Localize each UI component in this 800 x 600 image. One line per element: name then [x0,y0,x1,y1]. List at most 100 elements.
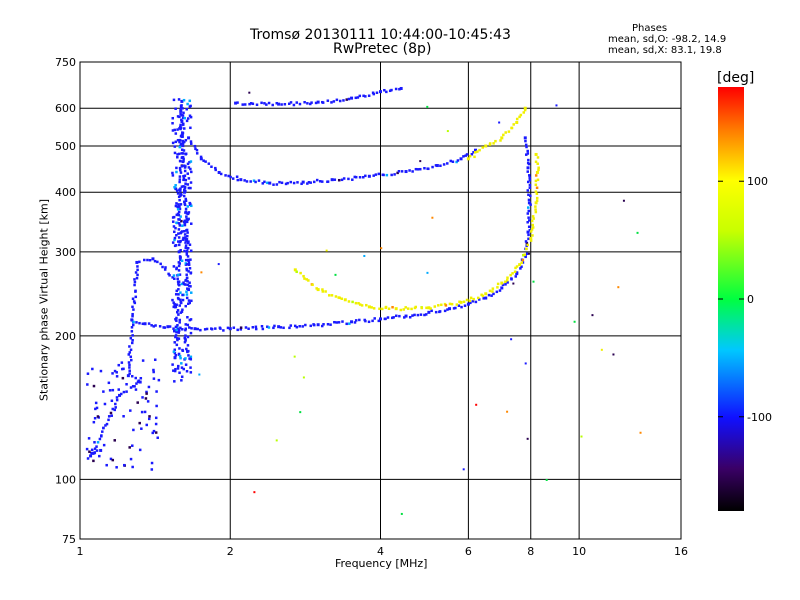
spread-echo-dot [189,160,193,163]
spread-echo-dot [189,167,192,171]
trace-dot [382,173,385,177]
trace-dot [185,253,189,256]
spread-echo-dot [185,239,188,243]
trace-dot [163,326,167,329]
spread-echo-dot [183,222,186,226]
trace-dot [393,173,396,176]
trace-dot [249,102,253,105]
trace-dot [131,314,134,318]
spread-echo-dot [184,246,187,250]
trace-dot [491,287,495,290]
spread-echo-dot [171,171,174,175]
spread-echo-dot [105,463,108,467]
spread-echo-dot [92,384,96,388]
trace-dot [179,168,182,172]
trace-dot [531,215,535,218]
spread-echo-dot [121,376,125,380]
trace-dot [257,179,261,182]
trace-dot [131,323,135,327]
spread-echo-dot [94,407,97,411]
trace-dot [172,327,175,330]
trace-dot [386,316,390,319]
spread-echo-dot [185,212,189,215]
spread-echo-dot [184,258,188,262]
trace-dot [434,310,438,314]
data-point [367,305,371,309]
noise-dot [400,512,403,515]
trace-dot [184,327,188,331]
trace-dot [320,324,324,328]
trace-dot [148,258,152,262]
trace-dot [114,402,117,406]
noise-dot [555,104,558,107]
trace-dot [455,303,459,306]
trace-dot [444,304,448,307]
y-tick-labels: 75 100 200 300 400 500 600 750 [55,56,76,546]
spread-echo-dot [172,265,176,268]
data-point [177,250,181,254]
trace-dot [132,308,135,311]
trace-dot [351,300,354,304]
trace-dot [131,297,135,301]
trace-dot [468,299,472,303]
spread-echo-dot [179,356,182,360]
trace-dot [511,272,514,275]
trace-dot [138,321,141,325]
trace-dot [358,94,362,98]
trace-dot [501,283,505,287]
spread-echo-dot [184,334,187,337]
trace-dot [523,253,526,256]
spread-echo-dot [173,380,176,383]
trace-dot [296,181,299,184]
spread-echo-dot [115,466,118,469]
spread-echo-dot [182,281,185,284]
trace-dot [416,168,420,171]
data-point [379,317,382,321]
trace-dot [175,343,179,347]
trace-dot [266,181,269,185]
trace-dot [133,301,137,305]
trace-dot [239,326,243,329]
trace-dot [473,155,476,159]
trace-dot [301,325,304,328]
trace-dot [320,180,324,183]
trace-dot [245,180,249,183]
trace-dot [164,266,167,269]
trace-dot [190,142,193,145]
trace-dot [288,326,291,330]
spread-echo-dot [178,304,181,307]
spread-echo-dot [173,302,176,306]
trace-dot [244,326,248,329]
trace-dot [292,181,296,185]
trace-dot [130,326,134,329]
trace-dot [152,325,156,328]
trace-dot [100,435,103,438]
trace-dot [190,327,193,330]
trace-dot [532,217,535,220]
trace-dot [179,112,182,116]
noise-dot [302,376,305,379]
trace-dot [174,318,177,321]
trace-dot [525,145,528,149]
trace-dot [188,281,191,284]
noise-dot [636,231,639,234]
trace-dot [178,273,182,276]
spread-echo-dot [180,375,184,379]
trace-dot [135,321,138,324]
data-point [466,157,470,161]
spread-echo-dot [154,416,158,420]
noise-dot [334,273,337,276]
spread-echo-dot [180,379,183,382]
trace-dot [531,226,535,229]
trace-dot [194,147,197,151]
spread-echo-dot [183,200,186,204]
colorbar-tick-label: 100 [747,175,768,188]
spread-echo-dot [186,218,190,221]
spread-echo-dot [173,185,176,189]
spread-echo-dot [178,145,182,149]
trace-dot [313,323,316,327]
spread-echo-dot [178,354,182,358]
trace-dot [130,374,134,378]
trace-dot [408,169,411,172]
